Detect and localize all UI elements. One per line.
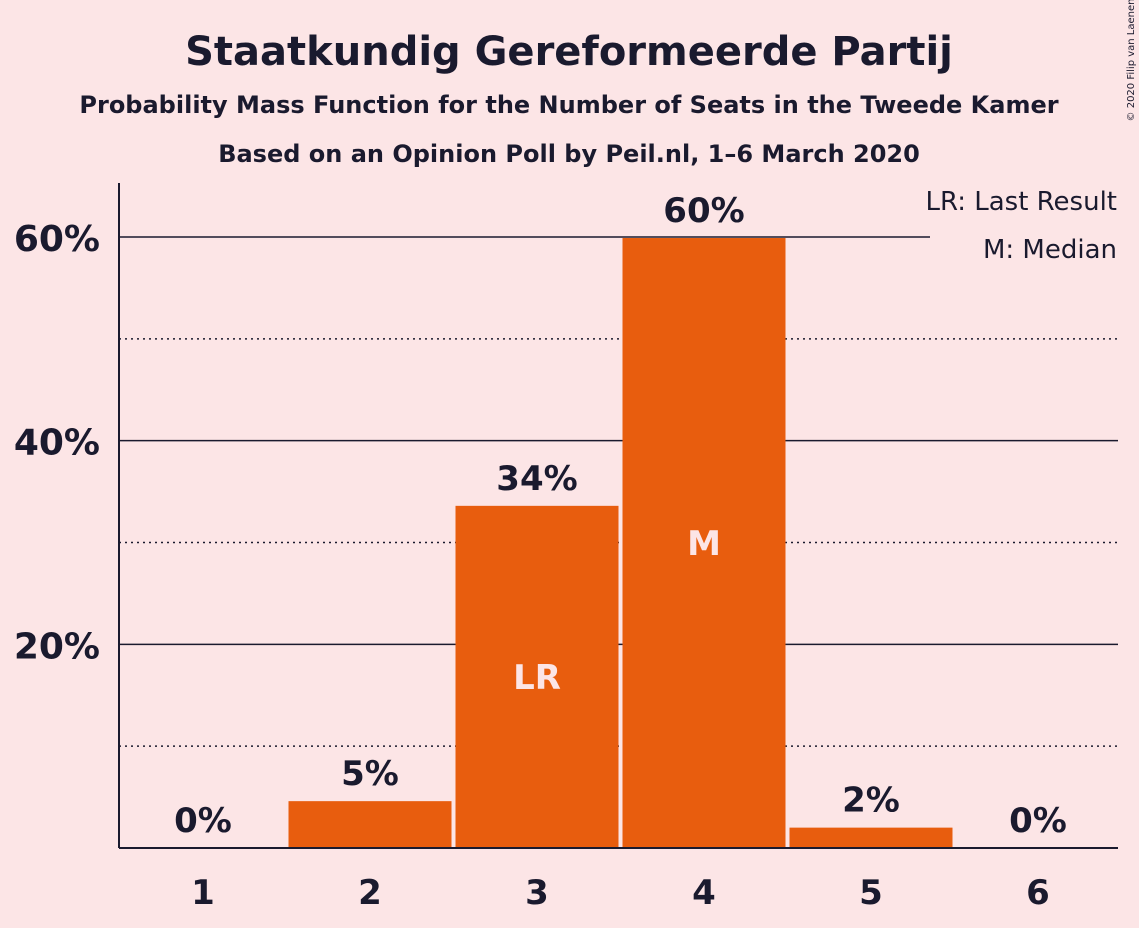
copyright-note: © 2020 Filip van Laenen xyxy=(1126,0,1137,121)
chart-subtitle: Probability Mass Function for the Number… xyxy=(79,91,1058,119)
bar-value-label: 0% xyxy=(174,801,232,841)
x-tick-label: 2 xyxy=(358,873,382,913)
bar-value-label: 60% xyxy=(663,191,744,231)
legend-entry: LR: Last Result xyxy=(925,187,1117,217)
x-tick-label: 3 xyxy=(525,873,549,913)
legend-entry-bg xyxy=(930,231,1118,271)
legend-layer: LR: Last Result M: Median xyxy=(925,183,1118,271)
y-tick-label: 20% xyxy=(14,626,100,667)
legend-entry-bg xyxy=(930,183,1118,223)
labels-layer: 20% 40% 60% 0% 1 5% 2 34% LR 3 60% M 4 2% 5 0% 6 xyxy=(14,191,1067,913)
chart-subtitle-source: Based on an Opinion Poll by Peil.nl, 1–6… xyxy=(218,140,920,168)
bar-value-label: 5% xyxy=(341,754,399,794)
bar xyxy=(622,238,786,849)
x-tick-label: 5 xyxy=(859,873,883,913)
bar-marker-label: LR xyxy=(513,658,561,698)
bar xyxy=(455,505,619,848)
legend-entry: M: Median xyxy=(983,235,1117,265)
bar xyxy=(288,801,452,848)
bars-layer xyxy=(288,238,953,849)
x-tick-label: 6 xyxy=(1026,873,1050,913)
y-tick-label: 60% xyxy=(14,219,100,260)
bar-value-label: 0% xyxy=(1009,801,1067,841)
x-tick-label: 4 xyxy=(692,873,716,913)
bar xyxy=(789,827,953,848)
bar-marker-label: M xyxy=(687,524,721,564)
axes-layer xyxy=(118,183,1118,849)
bar-value-label: 34% xyxy=(496,459,577,499)
x-tick-label: 1 xyxy=(191,873,215,913)
bar-value-label: 2% xyxy=(842,781,900,821)
chart-title: Staatkundig Gereformeerde Partij xyxy=(185,29,953,75)
y-tick-label: 40% xyxy=(14,423,100,464)
